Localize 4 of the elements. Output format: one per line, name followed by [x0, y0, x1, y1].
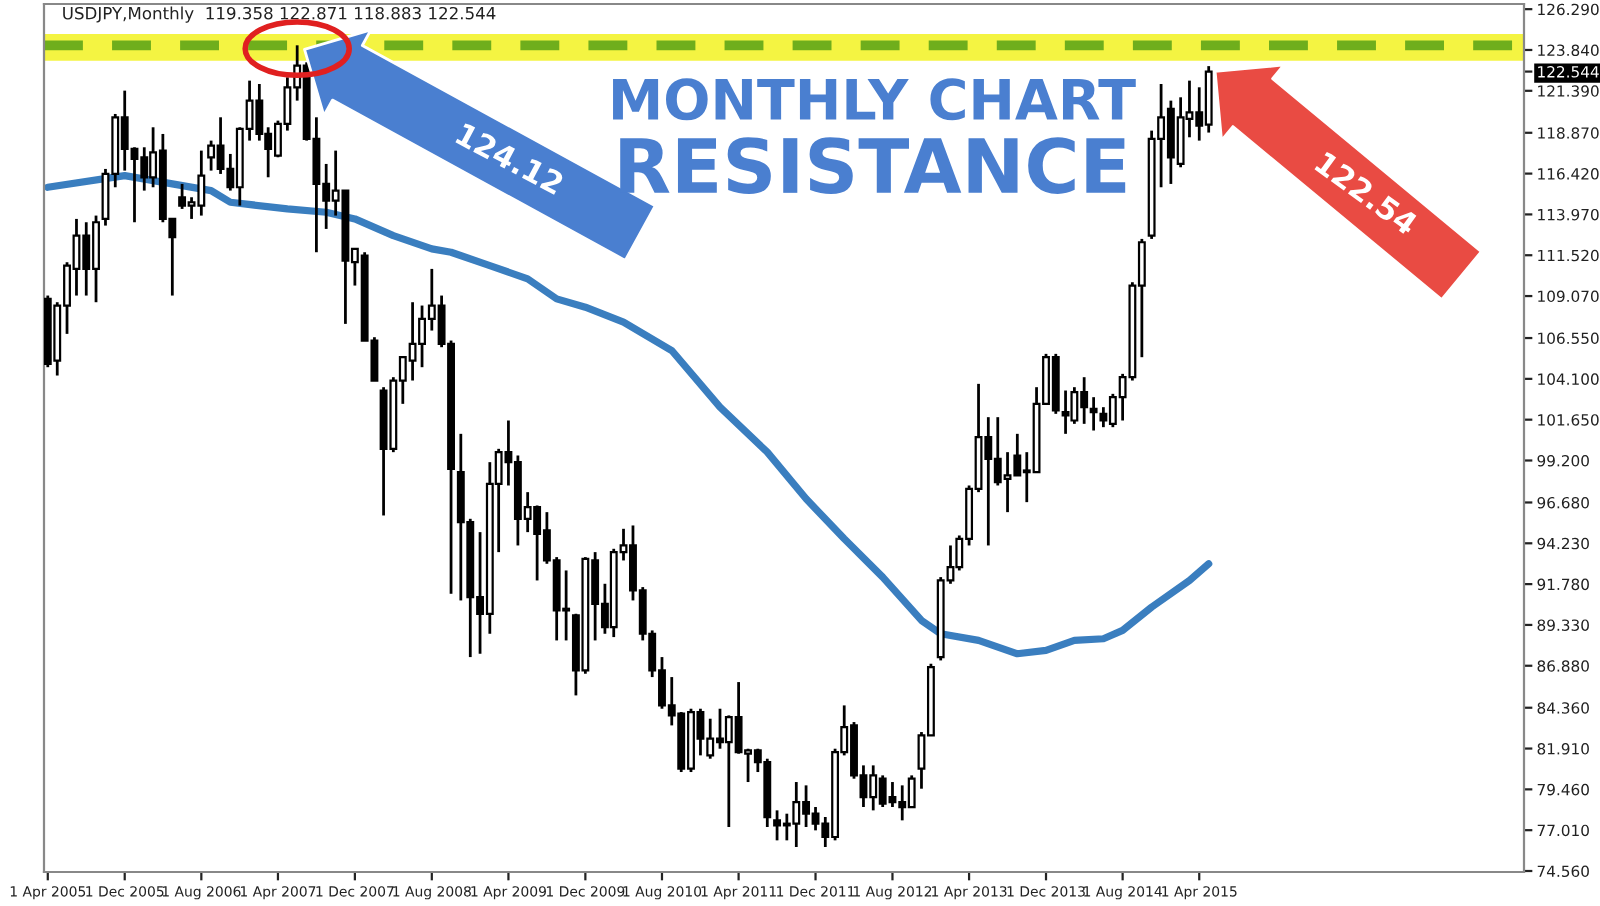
- chart-title: USDJPY,Monthly 119.358 122.871 118.883 122.544: [63, 6, 496, 23]
- annotation: MONTHLY CHART: [613, 78, 1136, 121]
- candlestick: [1089, 395, 1098, 432]
- annotation: RESISTANCE: [620, 137, 1126, 194]
